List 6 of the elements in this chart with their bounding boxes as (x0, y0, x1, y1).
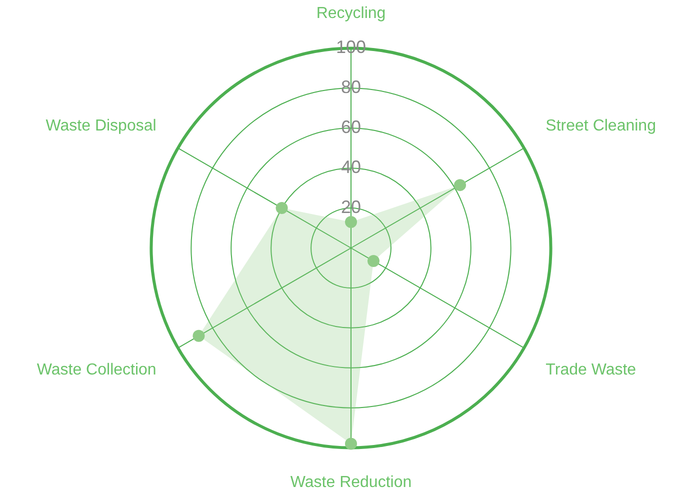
spoke-label: Waste Reduction (290, 474, 412, 491)
spoke-label: Waste Disposal (46, 117, 156, 134)
spoke-label: Waste Collection (36, 361, 156, 378)
spoke-label: Trade Waste (546, 361, 636, 378)
spoke-label: Recycling (316, 5, 386, 22)
spoke-label: Street Cleaning (546, 117, 656, 134)
